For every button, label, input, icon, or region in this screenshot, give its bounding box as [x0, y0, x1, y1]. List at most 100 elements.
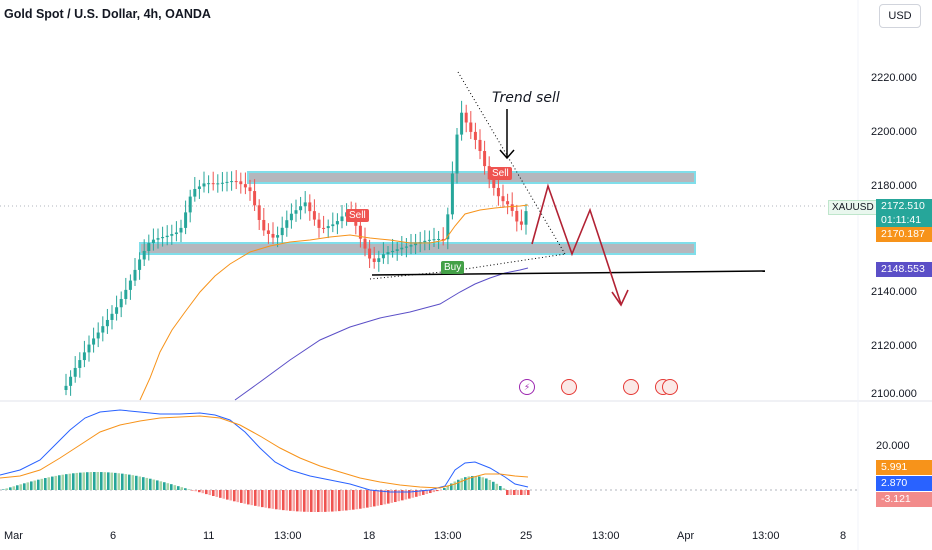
buy-signal[interactable]: Buy	[441, 261, 465, 274]
us-flag-icon[interactable]	[623, 379, 639, 395]
histogram-bar	[373, 490, 376, 507]
candle-body	[174, 232, 178, 235]
candle-body	[147, 243, 151, 251]
histogram-bar	[394, 490, 397, 503]
histogram-bar	[145, 477, 149, 490]
histogram-bar	[170, 484, 173, 490]
histogram-bar	[439, 490, 443, 491]
candle-body	[193, 188, 197, 197]
histogram-bar	[310, 490, 313, 512]
candle-body	[363, 238, 367, 249]
histogram-bar	[446, 485, 450, 490]
currency-button[interactable]: USD	[879, 4, 921, 28]
candle-body	[464, 112, 468, 123]
price-tick: 2140.000	[871, 286, 917, 298]
histogram-bar	[460, 478, 464, 490]
histogram-bar	[205, 490, 208, 495]
candle-body	[501, 196, 505, 202]
candle-body	[138, 259, 142, 270]
histogram-bar	[268, 490, 271, 509]
us-flag-icon[interactable]	[561, 379, 577, 395]
candle-body	[156, 238, 160, 240]
histogram-bar	[5, 488, 9, 490]
histogram-bar	[415, 490, 418, 497]
lightning-icon[interactable]: ⚡	[519, 379, 535, 395]
ma-slow-tag: 2148.553	[876, 262, 932, 277]
candle-body	[510, 204, 514, 211]
histogram-bar	[317, 490, 320, 512]
histogram-bar	[250, 490, 254, 506]
histogram-bar	[219, 490, 222, 498]
candle-body	[450, 173, 454, 215]
time-label: Mar	[4, 530, 23, 542]
histogram-bar	[233, 490, 236, 502]
histogram-bar	[285, 490, 289, 511]
trend-sell-label[interactable]: Trend sell	[492, 90, 560, 106]
histogram-bar	[324, 490, 327, 512]
candle-body	[142, 250, 146, 260]
histogram-bar	[142, 477, 145, 490]
candle-body	[202, 183, 206, 187]
histogram-bar	[499, 485, 502, 490]
histogram-bar	[54, 475, 58, 490]
candle-body	[441, 239, 445, 241]
histogram-bar	[303, 490, 306, 512]
candle-body	[73, 367, 77, 377]
time-label: 13:00	[434, 530, 462, 542]
resistance-zone[interactable]	[247, 171, 696, 184]
histogram-bar	[359, 490, 362, 509]
us-flag-icon[interactable]	[662, 379, 678, 395]
time-label: 25	[520, 530, 533, 542]
projection-path[interactable]	[531, 183, 622, 305]
histogram-bar	[58, 475, 61, 490]
candle-body	[372, 258, 376, 262]
histogram-bar	[261, 490, 264, 508]
sell-signal-2[interactable]: Sell	[489, 167, 512, 180]
histogram-bar	[425, 490, 429, 494]
support-zone[interactable]	[139, 242, 696, 255]
histogram-bar	[527, 490, 530, 495]
candle-body	[294, 210, 298, 214]
histogram-bar	[187, 489, 191, 490]
dotted-trendline-base[interactable]	[451, 253, 566, 272]
histogram-bar	[471, 476, 474, 490]
histogram-bar	[296, 490, 299, 512]
candle-body	[128, 280, 132, 290]
histogram-bar	[2, 489, 5, 490]
histogram-bar	[149, 478, 152, 490]
dotted-trendline-top[interactable]	[457, 71, 566, 255]
candle-body	[207, 183, 211, 185]
time-label: 8	[840, 530, 847, 542]
histogram-bar	[348, 490, 352, 511]
current-price-tag: 2172.510	[876, 199, 932, 214]
support-trendline[interactable]	[371, 270, 766, 276]
candle-body	[409, 245, 413, 247]
trend-sell-arrowhead	[499, 149, 515, 160]
histogram-bar	[128, 474, 131, 490]
candle-body	[312, 211, 316, 220]
candlestick-series	[64, 100, 528, 396]
sell-signal-1[interactable]: Sell	[346, 209, 369, 222]
histogram-bar	[320, 490, 324, 512]
candle-body	[151, 239, 155, 244]
histogram-bar	[215, 490, 219, 497]
histogram-bar	[408, 490, 411, 499]
histogram-bar	[208, 490, 212, 496]
candle-body	[165, 235, 169, 238]
histogram-bar	[173, 485, 177, 490]
histogram-bar	[23, 483, 26, 490]
histogram-bar	[19, 484, 23, 490]
candle-body	[377, 258, 381, 262]
candle-body	[115, 307, 119, 314]
histogram-bar	[275, 490, 278, 510]
histogram-bar	[390, 490, 394, 503]
histogram-bar	[96, 472, 100, 490]
candle-body	[395, 249, 399, 251]
histogram-bar	[292, 490, 296, 512]
histogram-bar	[257, 490, 261, 507]
candle-body	[266, 230, 270, 234]
histogram-bar	[366, 490, 369, 508]
histogram-bar	[191, 490, 194, 491]
histogram-bar	[33, 480, 37, 490]
